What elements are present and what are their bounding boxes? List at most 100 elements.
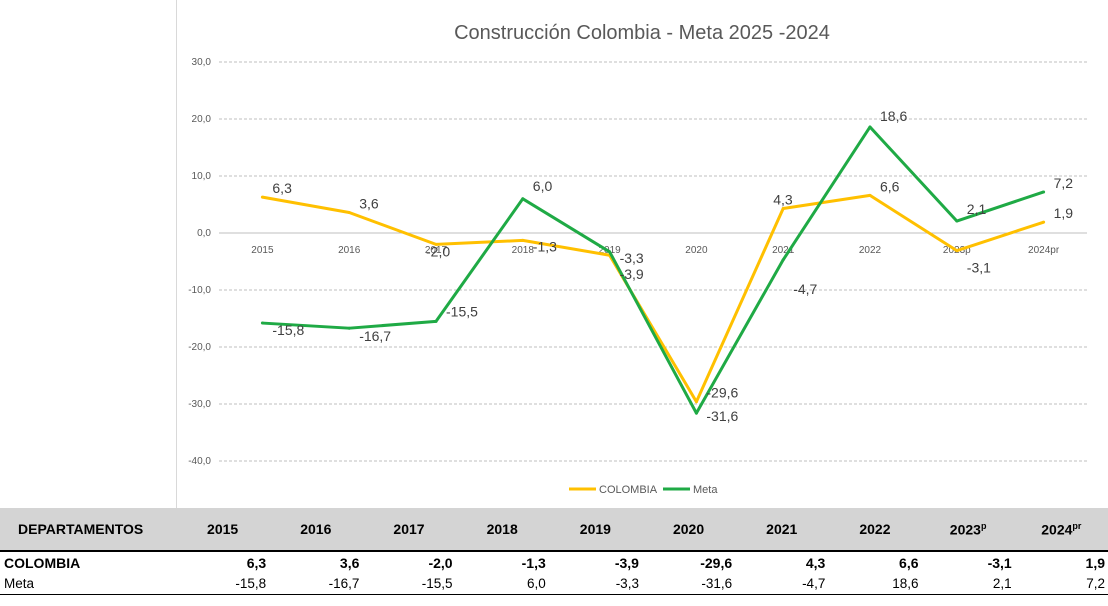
data-point	[868, 125, 872, 129]
data-point	[347, 326, 351, 330]
data-point	[781, 258, 785, 262]
table-row: COLOMBIA 6,3 3,6 -2,0 -1,3 -3,9 -29,6 4,3 6,6 -3,…	[0, 551, 1108, 573]
table-cell: -1,3	[521, 554, 546, 571]
data-point	[521, 238, 525, 242]
x-tick-label: 2015	[251, 245, 274, 256]
data-label: -15,8	[272, 322, 304, 338]
data-label: -3,1	[967, 260, 991, 276]
data-label: 18,6	[880, 108, 907, 124]
header-year-label: 2022	[859, 521, 891, 537]
x-axis: 201520162017201820192020202120222023p202…	[251, 245, 1060, 256]
header-year-suffix: p	[980, 520, 987, 531]
table-cell: -3,1	[987, 554, 1012, 571]
table-cell: -2,0	[428, 554, 453, 571]
data-point	[260, 321, 264, 325]
data-point	[434, 319, 438, 323]
table-body: COLOMBIA 6,3 3,6 -2,0 -1,3 -3,9 -29,6 4,3 6,6 -3,…	[0, 551, 1108, 595]
header-year-label: 2020	[672, 521, 705, 537]
x-tick-label: 2020	[685, 245, 708, 256]
data-labels: 6,3 3,6 -2,0 -1,3 -3,9 -29,6 4,3 6,6 -3,1 1,9 -15,…	[272, 108, 1073, 424]
data-label: -3,3	[620, 250, 644, 266]
series-line-colombia	[262, 193, 1045, 404]
x-tick-label: 2022	[859, 245, 882, 256]
data-point	[955, 219, 959, 223]
y-tick-label: -10,0	[188, 285, 211, 296]
data-label: 7,2	[1054, 175, 1074, 191]
header-year: 2020	[641, 508, 736, 552]
data-point	[694, 411, 698, 415]
data-point	[347, 210, 351, 214]
table-cell: 2,1	[992, 576, 1012, 591]
row-label: COLOMBIA	[4, 554, 81, 571]
data-point	[781, 206, 785, 210]
table-cell: -16,7	[328, 576, 360, 591]
line-chart: Construcción Colombia - Meta 2025 -2024 …	[188, 22, 1087, 496]
data-label: 1,9	[1054, 205, 1074, 221]
data-table: DEPARTAMENTOS 2015 2016 2017 2018 2019 2020 20…	[0, 508, 1108, 595]
table-cell: 7,2	[1086, 576, 1105, 591]
data-point	[1042, 220, 1046, 224]
header-departamentos: DEPARTAMENTOS	[0, 508, 177, 552]
legend-label: Meta	[693, 484, 718, 496]
data-point	[521, 197, 525, 201]
table-cell: -3,9	[614, 554, 639, 571]
data-label: -16,7	[359, 328, 391, 344]
data-label: 2,1	[967, 201, 987, 217]
data-point	[868, 193, 872, 197]
series-lines	[260, 125, 1046, 415]
header-year: 2021	[735, 508, 829, 552]
header-year: 2017	[362, 508, 456, 552]
data-label: 3,6	[359, 195, 379, 211]
header-year: 2023p	[921, 508, 1015, 552]
legend-label: COLOMBIA	[599, 484, 658, 496]
chart-title: Construcción Colombia - Meta 2025 -2024	[454, 22, 830, 44]
legend: COLOMBIA Meta	[569, 484, 718, 496]
header-year: 2018	[455, 508, 549, 552]
y-tick-label: 30,0	[192, 57, 212, 68]
header-year-suffix: pr	[1072, 520, 1082, 531]
data-point	[260, 195, 264, 199]
table-cell: -29,6	[700, 554, 733, 571]
data-label: -29,6	[706, 385, 738, 401]
y-tick-label: -40,0	[188, 456, 211, 467]
header-year: 2015	[176, 508, 270, 552]
data-label: -1,3	[533, 238, 557, 254]
table-cell: -15,8	[235, 576, 267, 591]
data-point	[694, 400, 698, 404]
table-cell: 3,6	[339, 554, 360, 571]
x-tick-label: 2018	[512, 245, 535, 256]
y-axis: 30,0 20,0 10,0 0,0 -10,0 -20,0 -30,0 -40,0	[188, 57, 211, 467]
y-tick-label: -30,0	[188, 399, 211, 410]
table-row: Meta -15,8 -16,7 -15,5 6,0 -3,3 -31,6 -4,7 18,6 2…	[0, 573, 1108, 595]
series-line-meta	[262, 125, 1045, 415]
data-point	[434, 242, 438, 246]
table-cell: 1,9	[1085, 554, 1105, 571]
table-cell: 6,3	[246, 554, 267, 571]
data-label: 6,6	[880, 178, 900, 194]
header-year-label: 2018	[486, 521, 518, 537]
y-tick-label: 20,0	[192, 114, 212, 125]
header-year: 2022	[828, 508, 922, 552]
data-label: -15,5	[446, 303, 478, 319]
data-point	[955, 249, 959, 253]
table-cell: 18,6	[892, 576, 919, 591]
data-label: 6,3	[272, 180, 292, 196]
x-tick-label: 2017	[425, 245, 448, 256]
data-label: 4,3	[773, 191, 793, 207]
table-cell: 6,6	[899, 554, 919, 571]
table-cell: -4,7	[802, 576, 826, 591]
data-label: -2,0	[426, 243, 450, 259]
data-label: -31,6	[706, 408, 738, 424]
y-tick-label: 10,0	[192, 171, 212, 182]
table-cell: 4,3	[805, 554, 826, 571]
x-tick-label: 2021	[772, 245, 795, 256]
header-year-label: 2021	[766, 521, 798, 537]
row-label: Meta	[4, 576, 35, 591]
table-cell: -15,5	[421, 576, 453, 591]
x-tick-label: 2016	[338, 245, 361, 256]
table-cell: -31,6	[701, 576, 733, 591]
data-point	[608, 250, 612, 254]
header-year-label: 2019	[579, 521, 611, 537]
data-label: -4,7	[793, 281, 817, 297]
table-cell: -3,3	[615, 576, 639, 591]
